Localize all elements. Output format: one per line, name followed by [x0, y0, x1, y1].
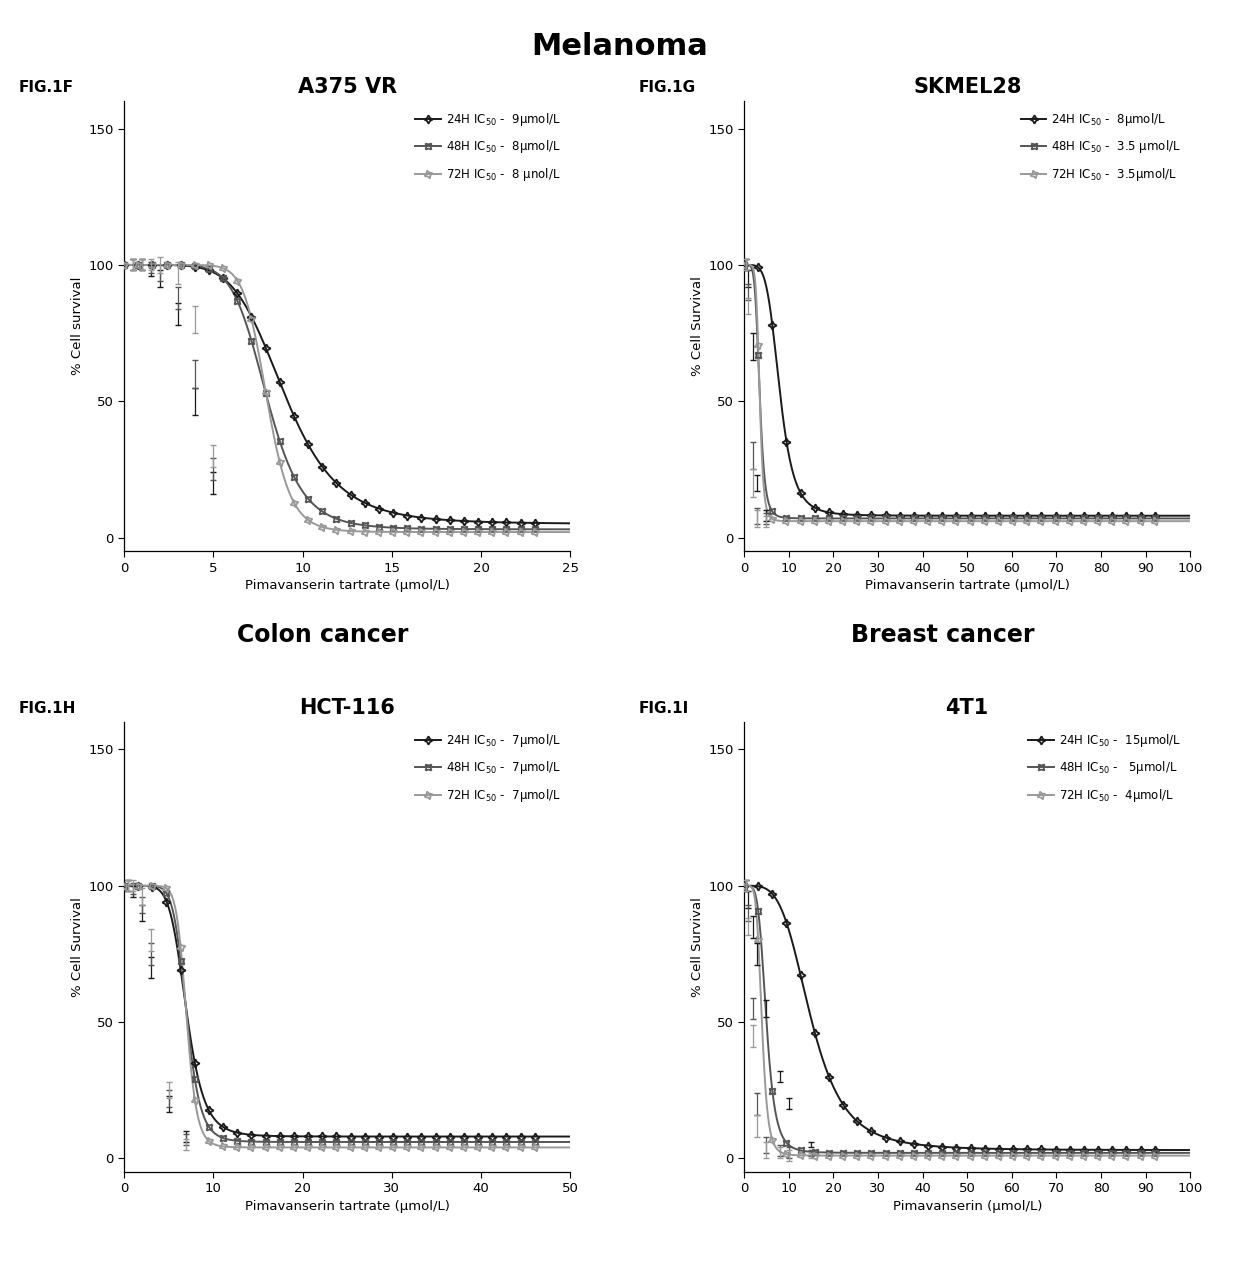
- Text: FIG.1G: FIG.1G: [639, 80, 696, 95]
- Text: Melanoma: Melanoma: [532, 32, 708, 61]
- Y-axis label: % Cell Survival: % Cell Survival: [71, 897, 84, 997]
- Title: HCT-116: HCT-116: [299, 698, 396, 718]
- Title: A375 VR: A375 VR: [298, 77, 397, 98]
- Legend: 24H IC$_{50}$ -  7μmol/L, 48H IC$_{50}$ -  7μmol/L, 72H IC$_{50}$ -  7μmol/L: 24H IC$_{50}$ - 7μmol/L, 48H IC$_{50}$ -…: [412, 729, 564, 807]
- Y-axis label: % Cell survival: % Cell survival: [71, 277, 84, 375]
- X-axis label: Pimavanserin (μmol/L): Pimavanserin (μmol/L): [893, 1200, 1042, 1213]
- Text: FIG.1I: FIG.1I: [639, 701, 689, 716]
- X-axis label: Pimavanserin tartrate (μmol/L): Pimavanserin tartrate (μmol/L): [244, 579, 450, 592]
- Text: Breast cancer: Breast cancer: [851, 623, 1034, 647]
- X-axis label: Pimavanserin tartrate (μmol/L): Pimavanserin tartrate (μmol/L): [864, 579, 1070, 592]
- Title: 4T1: 4T1: [946, 698, 988, 718]
- Y-axis label: % Cell Survival: % Cell Survival: [691, 897, 704, 997]
- Legend: 24H IC$_{50}$ -  8μmol/L, 48H IC$_{50}$ -  3.5 μmol/L, 72H IC$_{50}$ -  3.5μmol/: 24H IC$_{50}$ - 8μmol/L, 48H IC$_{50}$ -…: [1017, 108, 1184, 186]
- Legend: 24H IC$_{50}$ -  15μmol/L, 48H IC$_{50}$ -   5μmol/L, 72H IC$_{50}$ -  4μmol/L: 24H IC$_{50}$ - 15μmol/L, 48H IC$_{50}$ …: [1024, 729, 1184, 807]
- X-axis label: Pimavanserin tartrate (μmol/L): Pimavanserin tartrate (μmol/L): [244, 1200, 450, 1213]
- Text: Colon cancer: Colon cancer: [237, 623, 408, 647]
- Y-axis label: % Cell Survival: % Cell Survival: [691, 276, 704, 376]
- Text: FIG.1H: FIG.1H: [19, 701, 76, 716]
- Legend: 24H IC$_{50}$ -  9μmol/L, 48H IC$_{50}$ -  8μmol/L, 72H IC$_{50}$ -  8 μnol/L: 24H IC$_{50}$ - 9μmol/L, 48H IC$_{50}$ -…: [412, 108, 564, 186]
- Title: SKMEL28: SKMEL28: [913, 77, 1022, 98]
- Text: FIG.1F: FIG.1F: [19, 80, 73, 95]
